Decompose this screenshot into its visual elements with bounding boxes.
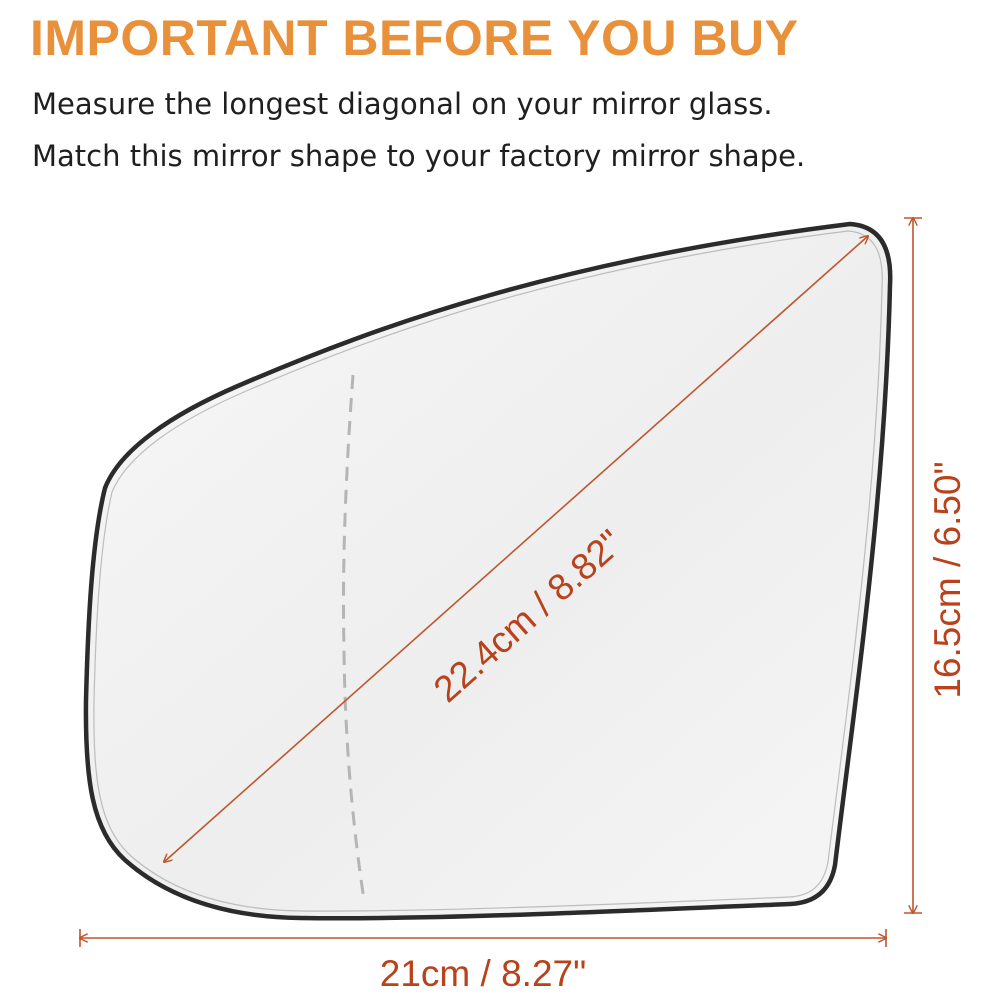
headline: IMPORTANT BEFORE YOU BUY [30,10,799,66]
instruction-match: Match this mirror shape to your factory … [32,139,806,173]
height-dimension-label: 16.5cm / 6.50" [927,461,968,698]
instruction-measure: Measure the longest diagonal on your mir… [32,87,773,121]
width-dimension-label: 21cm / 8.27" [380,953,586,994]
mirror-glass [83,221,893,921]
diagonal-dimension-line [164,236,868,862]
instruction-list: Measure the longest diagonal on your mir… [32,78,805,182]
